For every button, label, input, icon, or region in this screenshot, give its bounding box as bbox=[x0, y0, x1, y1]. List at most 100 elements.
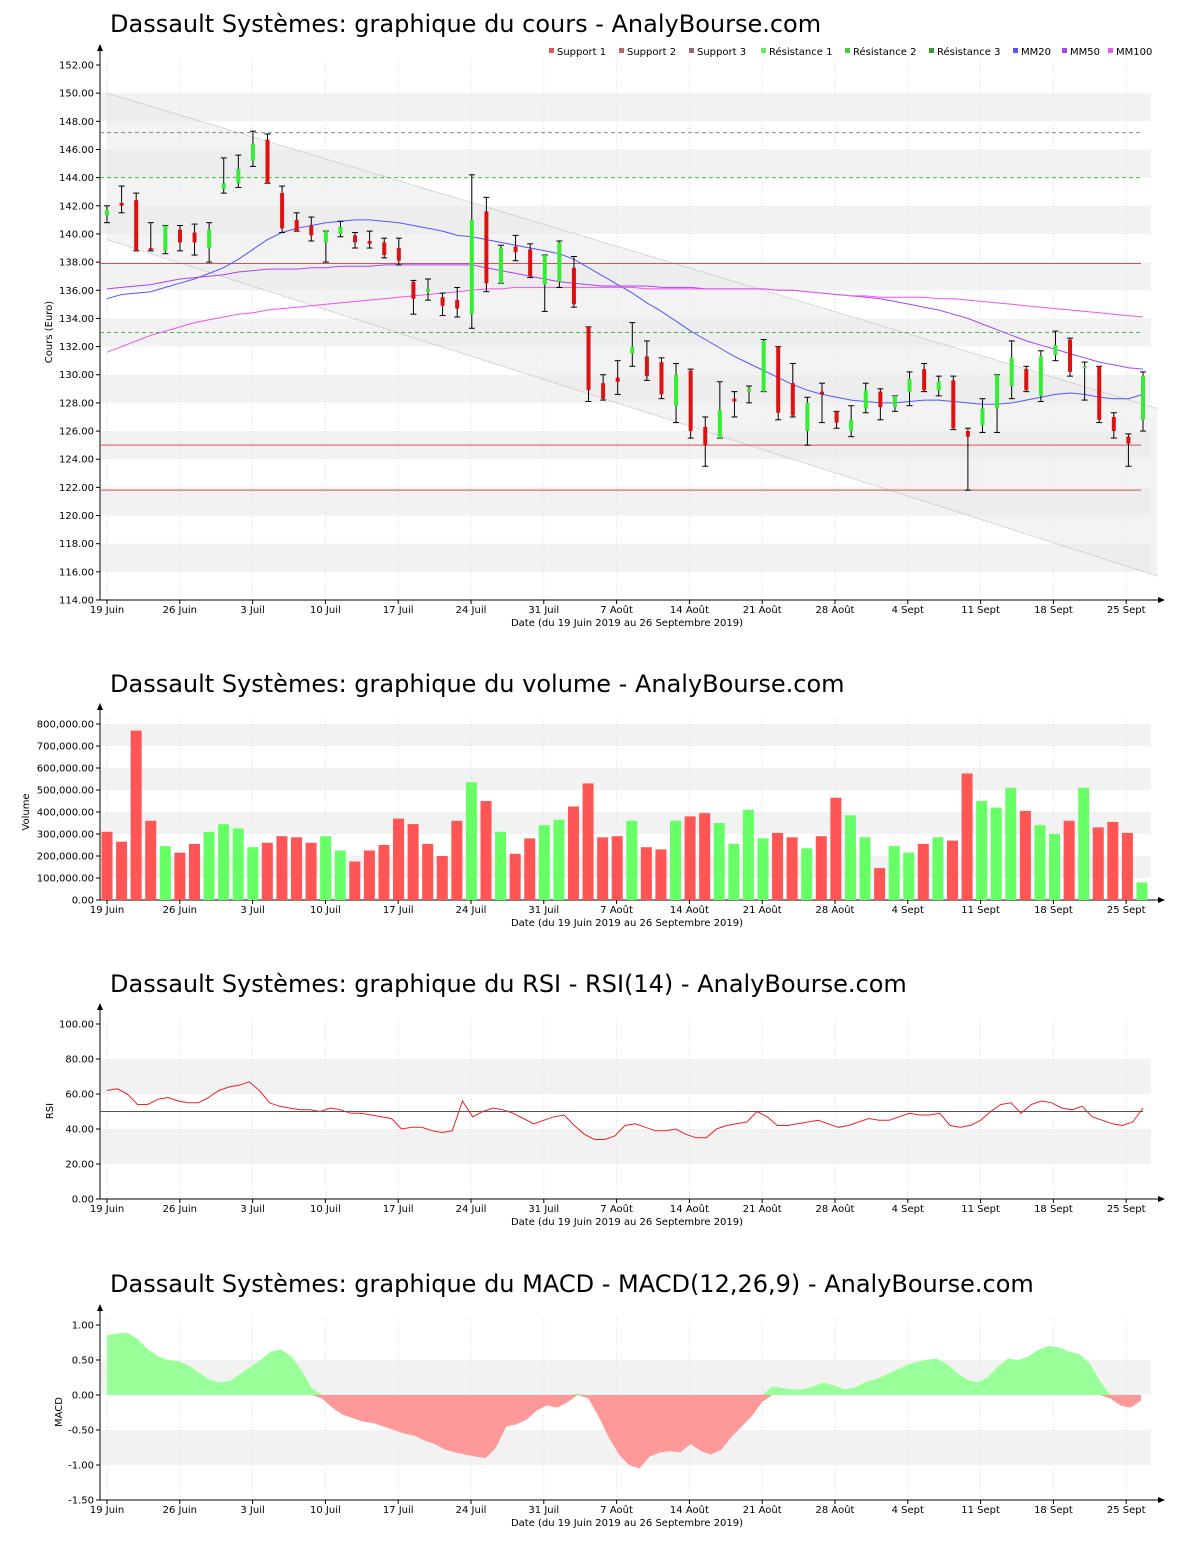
x-tick-label: 19 Juin bbox=[90, 1505, 124, 1516]
y-tick-label: 138.00 bbox=[59, 258, 94, 269]
volume-bar bbox=[159, 846, 171, 900]
candle-up bbox=[338, 226, 343, 234]
volume-bar bbox=[495, 831, 507, 900]
volume-bar bbox=[145, 820, 157, 900]
legend-swatch bbox=[845, 48, 850, 53]
candle-up bbox=[221, 183, 226, 189]
x-tick-label: 28 Août bbox=[816, 604, 855, 616]
y-tick-label: 0.00 bbox=[72, 896, 94, 907]
volume-bar bbox=[1136, 882, 1148, 900]
volume-bar bbox=[946, 840, 958, 900]
volume-bar bbox=[465, 782, 477, 900]
candle-down bbox=[834, 411, 839, 423]
volume-bar bbox=[218, 824, 230, 900]
y-tick-label: 80.00 bbox=[65, 1055, 94, 1066]
volume-bar bbox=[553, 819, 565, 900]
y-tick-label: 0.00 bbox=[72, 1391, 94, 1402]
y-tick-label: 100.00 bbox=[59, 1020, 94, 1031]
candle-down bbox=[601, 383, 606, 399]
x-tick-label: 31 Juil bbox=[528, 605, 559, 616]
grid-band bbox=[101, 768, 1151, 790]
macd-negative-area bbox=[107, 1395, 1141, 1469]
volume-bar bbox=[932, 837, 944, 900]
candle-up bbox=[995, 374, 1000, 409]
volume-bar bbox=[436, 856, 448, 900]
candle-down bbox=[294, 219, 299, 232]
x-tick-label: 25 Sept bbox=[1107, 905, 1146, 916]
x-tick-label: 25 Sept bbox=[1107, 605, 1146, 616]
x-tick-label: 17 Juil bbox=[383, 1505, 414, 1516]
grid-band bbox=[101, 856, 1151, 878]
y-axis-arrow bbox=[97, 1003, 103, 1010]
x-axis-label: Date (du 19 Juin 2019 au 26 Septembre 20… bbox=[511, 1518, 743, 1529]
legend-label: MM100 bbox=[1116, 47, 1152, 58]
y-tick-label: 126.00 bbox=[59, 427, 94, 438]
volume-bar bbox=[130, 730, 142, 900]
volume-bar bbox=[990, 807, 1002, 900]
y-tick-label: 120.00 bbox=[59, 511, 94, 522]
volume-bar bbox=[261, 842, 273, 900]
candle-up bbox=[207, 229, 212, 249]
x-axis-arrow bbox=[1158, 1196, 1165, 1202]
x-tick-label: 14 Août bbox=[670, 904, 709, 916]
y-axis-label: MACD bbox=[54, 1397, 65, 1427]
y-tick-label: 300,000.00 bbox=[37, 830, 94, 841]
y-tick-label: 1.00 bbox=[72, 1321, 94, 1332]
x-tick-label: 10 Juil bbox=[310, 605, 341, 616]
y-axis-label: Cours (Euro) bbox=[44, 301, 55, 364]
legend-label: Résistance 3 bbox=[937, 46, 1000, 58]
volume-panel: Dassault Systèmes: graphique du volume -… bbox=[0, 660, 1200, 940]
volume-bar bbox=[830, 797, 842, 900]
volume-bar bbox=[480, 801, 492, 900]
volume-bar bbox=[524, 838, 536, 900]
x-tick-label: 19 Juin bbox=[90, 605, 124, 616]
candle-down bbox=[965, 431, 970, 437]
volume-bar bbox=[305, 842, 317, 900]
candle-down bbox=[484, 211, 489, 284]
volume-bar bbox=[334, 850, 346, 900]
x-tick-label: 4 Sept bbox=[892, 905, 924, 916]
candle-down bbox=[177, 229, 182, 243]
volume-bar bbox=[611, 836, 623, 900]
volume-bar bbox=[451, 820, 463, 900]
x-tick-label: 18 Sept bbox=[1034, 1505, 1073, 1516]
x-axis-label: Date (du 19 Juin 2019 au 26 Septembre 20… bbox=[511, 918, 743, 929]
x-tick-label: 3 Juil bbox=[240, 1204, 264, 1215]
volume-bar bbox=[247, 847, 259, 900]
candle-down bbox=[1097, 366, 1102, 420]
x-tick-label: 7 Août bbox=[600, 604, 633, 616]
candle-up bbox=[674, 374, 679, 406]
candle-down bbox=[280, 193, 285, 229]
candle-down bbox=[367, 240, 372, 244]
x-tick-label: 4 Sept bbox=[892, 1204, 924, 1215]
x-tick-label: 31 Juil bbox=[528, 1204, 559, 1215]
y-tick-label: 100,000.00 bbox=[37, 874, 94, 885]
x-tick-label: 7 Août bbox=[600, 904, 633, 916]
candle-down bbox=[615, 377, 620, 382]
candle-down bbox=[134, 200, 139, 251]
candle-down bbox=[819, 391, 824, 395]
legend-label: Support 1 bbox=[557, 47, 606, 58]
y-tick-label: 122.00 bbox=[59, 483, 94, 494]
x-tick-label: 14 Août bbox=[670, 1504, 709, 1516]
candle-up bbox=[849, 419, 854, 432]
x-tick-label: 31 Juil bbox=[528, 905, 559, 916]
x-tick-label: 10 Juil bbox=[310, 1505, 341, 1516]
candle-up bbox=[469, 219, 474, 315]
candle-up bbox=[907, 378, 912, 392]
volume-bar bbox=[291, 837, 303, 900]
volume-bar bbox=[728, 843, 740, 900]
candle-up bbox=[105, 210, 109, 216]
legend-label: Support 3 bbox=[697, 47, 746, 58]
x-tick-label: 17 Juil bbox=[383, 905, 414, 916]
volume-bar bbox=[1107, 821, 1119, 900]
candle-down bbox=[703, 426, 708, 446]
candle-up bbox=[761, 340, 766, 392]
volume-bar bbox=[232, 828, 244, 900]
rsi-panel: Dassault Systèmes: graphique du RSI - RS… bbox=[0, 960, 1200, 1240]
legend-label: Support 2 bbox=[627, 47, 676, 58]
volume-bar bbox=[655, 849, 667, 900]
grid-band bbox=[101, 1059, 1151, 1094]
x-tick-label: 21 Août bbox=[743, 604, 782, 616]
x-tick-label: 25 Sept bbox=[1107, 1505, 1146, 1516]
